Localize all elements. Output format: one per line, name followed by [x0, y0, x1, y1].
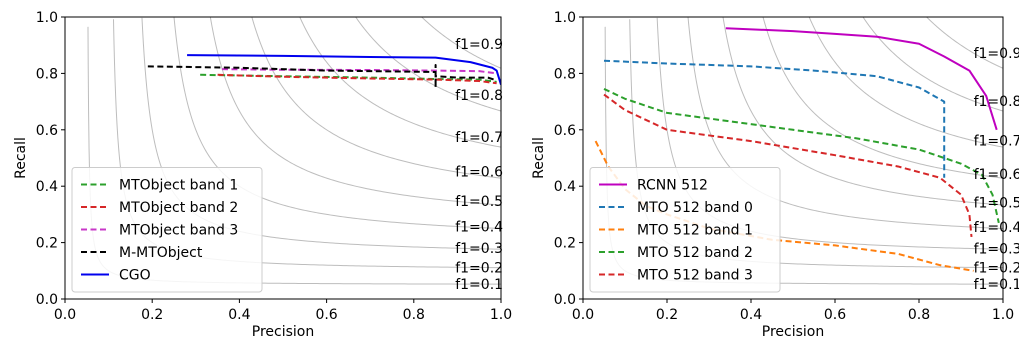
- x-tick-label: 0.4: [740, 307, 762, 323]
- plot-frame: [64, 16, 502, 300]
- iso-f1-curve: [355, 17, 501, 112]
- iso-f1-curve: [926, 17, 1003, 69]
- iso-f1-label: f1=0.8: [455, 88, 503, 104]
- series-line-2: [603, 59, 946, 178]
- x-tick-label: 1.0: [490, 307, 512, 323]
- iso-f1-label: f1=0.3: [455, 241, 503, 257]
- series-line-5: [603, 93, 973, 238]
- x-axis-label: Precision: [252, 324, 314, 340]
- x-tick-label: 0.2: [141, 307, 163, 323]
- iso-f1-curve: [209, 17, 501, 206]
- legend-label: MTObject band 1: [119, 178, 238, 194]
- x-tick-label: 1.0: [992, 307, 1014, 323]
- x-tick-label: 0.8: [403, 307, 425, 323]
- y-tick-label: 0.6: [554, 123, 576, 139]
- iso-f1-label: f1=0.4: [974, 220, 1019, 236]
- x-tick-label: 0.2: [656, 307, 678, 323]
- legend-label: M-MTObject: [119, 245, 203, 261]
- legend-label: MTO 512 band 0: [637, 200, 753, 216]
- y-tick-label: 0.4: [36, 179, 58, 195]
- iso-f1-label: f1=0.5: [974, 196, 1019, 212]
- series-lines: [594, 27, 1000, 272]
- series-lines: [147, 54, 501, 89]
- iso-f1-label: f1=0.4: [455, 219, 503, 235]
- iso-f1-curve: [173, 17, 501, 229]
- plot-frame: [582, 16, 1004, 300]
- legend-box: [589, 167, 781, 293]
- x-tick-label: 0.6: [315, 307, 337, 323]
- iso-f1-label: f1=0.7: [974, 134, 1019, 150]
- legend-box: [71, 167, 263, 293]
- y-axis-label: Recall: [531, 137, 547, 179]
- iso-f1-label: f1=0.9: [974, 46, 1019, 62]
- iso-f1-curve: [862, 17, 1003, 112]
- legend-label: MTO 512 band 3: [637, 268, 753, 284]
- series-line-1: [725, 27, 998, 131]
- y-axis-label: Recall: [13, 137, 29, 179]
- y-tick-label: 1.0: [554, 10, 576, 26]
- y-tick-label: 0.2: [554, 236, 576, 252]
- x-tick-label: 0.0: [572, 307, 594, 323]
- x-axis-label: Precision: [762, 324, 824, 340]
- iso-f1-curve: [808, 17, 1003, 148]
- x-tick-label: 0.6: [824, 307, 846, 323]
- legend-label: MTObject band 3: [119, 223, 238, 239]
- legend-label: MTObject band 2: [119, 200, 238, 216]
- series-line-2: [217, 73, 497, 85]
- iso-f1-label: f1=0.2: [455, 260, 503, 276]
- iso-f1-curve: [251, 17, 501, 179]
- y-tick-label: 0.8: [36, 66, 58, 82]
- y-tick-label: 0.6: [36, 123, 58, 139]
- y-tick-label: 0.0: [554, 292, 576, 308]
- iso-f1-label: f1=0.9: [455, 37, 503, 53]
- chart-panel-2: f1=0.9 f1=0.8 f1=0.7 f1=0.6 f1=0.5 f1=0.4 f1=0…: [531, 10, 1019, 340]
- iso-f1-curve: [421, 17, 501, 69]
- legend-label: MTO 512 band 2: [637, 245, 753, 261]
- x-tick-label: 0.8: [908, 307, 930, 323]
- iso-f1-curve: [687, 17, 1003, 229]
- y-tick-label: 0.8: [554, 66, 576, 82]
- iso-f1-label: f1=0.6: [455, 165, 503, 181]
- legend: RCNN 512 MTO 512 band 0 MTO 512 band 1 MTO …: [589, 167, 781, 293]
- y-tick-label: 0.4: [554, 179, 576, 195]
- iso-f1-label: f1=0.8: [974, 94, 1019, 110]
- iso-f1-label: f1=0.7: [455, 130, 503, 146]
- iso-f1-label: f1=0.3: [974, 242, 1019, 258]
- series-line-4: [603, 88, 1000, 224]
- legend: MTObject band 1 MTObject band 2 MTObject b…: [71, 167, 263, 293]
- y-tick-label: 1.0: [36, 10, 58, 26]
- x-tick-label: 0.4: [228, 307, 250, 323]
- legend-label: RCNN 512: [637, 178, 708, 194]
- iso-f1-label: f1=0.2: [974, 260, 1019, 276]
- iso-f1-curve: [762, 17, 1003, 179]
- iso-f1-label: f1=0.1: [974, 277, 1019, 293]
- y-tick-label: 0.0: [36, 292, 58, 308]
- legend-label: MTO 512 band 1: [637, 223, 753, 239]
- iso-f1-label: f1=0.6: [974, 167, 1019, 183]
- iso-f1-curve: [722, 17, 1003, 206]
- chart-panel-1: f1=0.9 f1=0.8 f1=0.7 f1=0.6 f1=0.5 f1=0.4 f1=0…: [13, 10, 512, 340]
- legend-label: CGO: [119, 268, 151, 284]
- series-line-5: [187, 54, 501, 85]
- iso-f1-curve: [299, 17, 501, 148]
- iso-f1-label: f1=0.1: [455, 277, 503, 293]
- series-line-4: [147, 63, 497, 89]
- y-tick-label: 0.2: [36, 236, 58, 252]
- series-line-1: [200, 73, 497, 83]
- x-tick-label: 0.0: [54, 307, 76, 323]
- iso-f1-label: f1=0.5: [455, 194, 503, 210]
- series-line-3: [594, 140, 974, 272]
